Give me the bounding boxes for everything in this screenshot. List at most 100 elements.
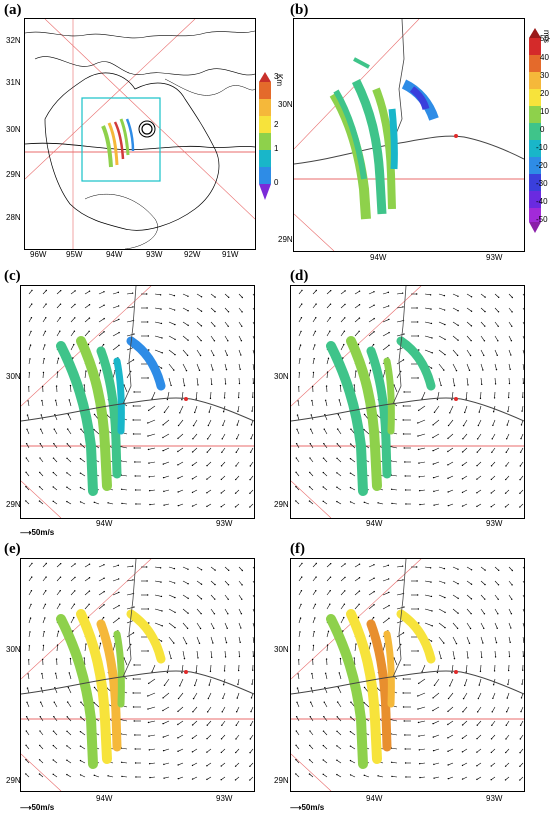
wind-vector-head [30, 317, 33, 319]
wind-vector [448, 419, 454, 426]
wind-vector [250, 461, 254, 467]
wind-vector-head [134, 734, 136, 736]
wind-vector [298, 618, 301, 624]
wind-vector [350, 501, 356, 505]
wind-vector-head [496, 627, 498, 629]
wind-vector [252, 622, 254, 628]
wind-vector-head [401, 292, 404, 294]
wind-vector-head [511, 569, 513, 572]
wind-vector-head [162, 436, 164, 439]
panel-e-map [20, 558, 255, 792]
wind-vector-head [133, 720, 135, 722]
wind-vector-head [147, 608, 150, 610]
wind-vector-head [461, 778, 464, 780]
wind-vector [298, 576, 302, 582]
wind-vector [98, 564, 105, 568]
wind-vector-head [177, 477, 179, 480]
panel-c-ref-vector: ⟶50m/s [20, 528, 54, 537]
wind-vector [42, 631, 45, 638]
wind-vector-head [179, 412, 181, 414]
wind-vector [312, 590, 317, 596]
echo-band-c1 [56, 341, 98, 496]
wind-vector-head [200, 598, 203, 600]
wind-vector-head [237, 669, 240, 672]
wind-vector-head [344, 303, 346, 306]
wind-vector-head [363, 686, 366, 689]
wind-vector [480, 608, 485, 614]
ref-vector-arrow: ⟶ [20, 528, 32, 537]
wind-vector [494, 335, 499, 341]
wind-vector [505, 447, 510, 453]
wind-vector [224, 566, 229, 571]
wind-vector [238, 580, 243, 586]
echo-band-c4 [113, 357, 125, 435]
wind-vector-head [200, 612, 202, 615]
wind-vector [249, 503, 254, 508]
wind-vector-head [432, 463, 435, 465]
wind-vector-head [476, 451, 478, 453]
wind-vector [340, 317, 346, 323]
wind-vector-head [200, 569, 203, 571]
wind-vector-head [462, 424, 465, 427]
wind-vector-head [132, 419, 134, 421]
wind-vector [476, 503, 482, 507]
wind-vector [465, 664, 468, 673]
wind-vector [363, 429, 370, 435]
terrain-contour-2 [34, 56, 255, 76]
wind-vector-head [45, 590, 47, 592]
wind-vector [98, 318, 105, 323]
wind-vector-head [295, 500, 297, 502]
wind-vector [163, 475, 170, 478]
wind-vector [323, 730, 328, 736]
wind-vector [448, 503, 454, 506]
wind-vector-head [173, 369, 175, 371]
wind-vector-head [363, 413, 366, 416]
wind-vector-head [163, 763, 165, 766]
wind-vector [508, 307, 513, 313]
wind-vector-head [476, 505, 478, 508]
wind-vector-head [461, 505, 464, 507]
wind-vector [221, 489, 226, 494]
wind-vector [56, 590, 61, 596]
wind-vector-head [41, 385, 44, 388]
wind-vector-head [465, 398, 467, 400]
wind-vector [323, 486, 328, 491]
wind-vector [178, 692, 184, 699]
wind-vector-head [74, 563, 76, 565]
wind-vector-head [56, 371, 59, 373]
wind-vector-head [28, 386, 30, 388]
wind-vector-head [132, 706, 135, 708]
wind-vector [418, 405, 426, 411]
wind-vector-head [387, 305, 390, 307]
wind-vector-head [521, 410, 523, 412]
wind-vector-head [238, 382, 241, 385]
wind-vector [196, 335, 202, 341]
wind-vector [449, 405, 454, 413]
wind-vector-head [336, 500, 338, 503]
wind-vector [249, 489, 254, 494]
wind-vector-head [309, 715, 311, 718]
wind-vector [26, 457, 30, 463]
river-boundary [392, 286, 407, 405]
wind-vector [477, 447, 482, 453]
wind-vector-head [41, 399, 43, 402]
wind-vector [326, 290, 331, 295]
wind-vector-head [490, 765, 492, 767]
wind-vector [53, 745, 58, 750]
wind-vector [196, 594, 202, 600]
wind-vector [221, 748, 226, 753]
wind-vector [42, 317, 47, 323]
wind-vector-head [132, 433, 135, 435]
wind-vector [466, 608, 472, 614]
wind-vector-head [211, 383, 213, 386]
wind-vector [168, 321, 176, 325]
wind-vector [112, 618, 120, 624]
panel-c-svg [21, 286, 254, 518]
wind-vector [238, 335, 242, 341]
wind-vector-head [447, 697, 450, 700]
wind-vector-head [185, 642, 188, 645]
wind-vector [382, 332, 390, 337]
wind-vector [126, 632, 134, 638]
wind-vector-head [79, 759, 82, 762]
panel-d-lon-tick: 94W [366, 519, 383, 528]
